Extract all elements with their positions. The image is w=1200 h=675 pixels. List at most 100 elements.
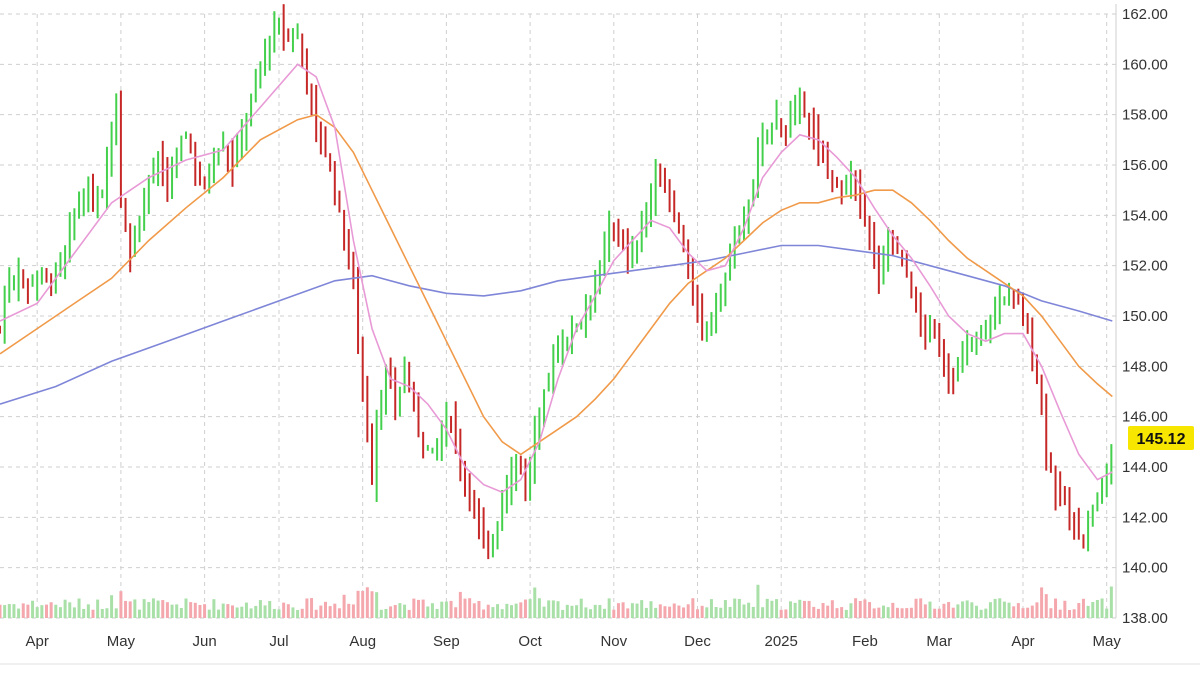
volume-bar bbox=[82, 608, 86, 618]
volume-bar bbox=[854, 598, 858, 618]
volume-bar bbox=[477, 600, 481, 618]
volume-bar bbox=[379, 609, 383, 618]
volume-bar bbox=[714, 607, 718, 618]
volume-bar bbox=[58, 607, 62, 618]
volume-bar bbox=[1016, 603, 1020, 618]
volume-bar bbox=[858, 600, 862, 618]
last-price-label: 145.12 bbox=[1137, 431, 1186, 448]
volume-bar bbox=[351, 604, 355, 618]
volume-bar bbox=[663, 606, 667, 618]
volume-bar bbox=[1021, 608, 1025, 618]
moving-average-fast-line bbox=[0, 63, 1113, 494]
volume-bar bbox=[533, 587, 537, 618]
x-tick-label: Mar bbox=[926, 633, 952, 650]
y-tick-label: 152.00 bbox=[1122, 258, 1168, 275]
volume-bar bbox=[882, 605, 885, 618]
volume-bar bbox=[133, 599, 137, 618]
volume-bar bbox=[235, 607, 239, 618]
volume-bar bbox=[519, 602, 523, 618]
volume-bar bbox=[1012, 606, 1016, 618]
volume-bar bbox=[565, 604, 569, 618]
volume-bar bbox=[705, 607, 709, 618]
y-tick-label: 156.00 bbox=[1122, 157, 1168, 174]
volume-bar bbox=[970, 602, 974, 618]
x-tick-label: May bbox=[1093, 633, 1122, 650]
volume-bar bbox=[654, 607, 658, 618]
volume-bar bbox=[909, 607, 913, 618]
volume-bar bbox=[110, 595, 114, 618]
volume-bar bbox=[403, 604, 407, 618]
volume-bar bbox=[375, 592, 379, 618]
volume-bar bbox=[579, 598, 583, 618]
volume-bar bbox=[496, 604, 500, 618]
volume-bar bbox=[7, 604, 11, 618]
volume-bar bbox=[3, 605, 7, 618]
volume-bar bbox=[1086, 605, 1090, 618]
volume-bar bbox=[310, 598, 314, 618]
volume-bar bbox=[877, 607, 881, 618]
x-tick-label: Apr bbox=[26, 633, 49, 650]
volume-bar bbox=[193, 602, 197, 618]
x-tick-label: Dec bbox=[684, 633, 711, 650]
y-tick-label: 148.00 bbox=[1122, 358, 1168, 375]
x-tick-label: Aug bbox=[349, 633, 376, 650]
volume-bar bbox=[900, 608, 904, 618]
volume-bar bbox=[244, 602, 248, 618]
volume-bar bbox=[184, 598, 188, 618]
volume-bar bbox=[719, 607, 723, 618]
volume-bar bbox=[751, 606, 755, 618]
volume-bar bbox=[240, 606, 244, 618]
volume-bar bbox=[635, 603, 639, 618]
volume-bar bbox=[291, 607, 295, 618]
volume-bar bbox=[737, 598, 741, 618]
volume-bar bbox=[417, 599, 420, 618]
volume-bar bbox=[1035, 602, 1039, 618]
volume-bar bbox=[161, 600, 165, 618]
volume-bar bbox=[793, 602, 797, 618]
volume-bar bbox=[226, 604, 230, 618]
volume-bar bbox=[486, 604, 490, 618]
moving-average-slow-line bbox=[0, 244, 1113, 405]
volume-bar bbox=[779, 609, 783, 618]
volume-bar bbox=[1002, 601, 1006, 618]
volume-bar bbox=[175, 604, 179, 618]
volume-bar bbox=[170, 604, 174, 618]
volume-bar bbox=[1063, 600, 1067, 618]
volume-bar bbox=[156, 600, 160, 618]
volume-bar bbox=[49, 602, 53, 618]
volume-bar bbox=[1095, 599, 1099, 618]
volume-bar bbox=[640, 600, 644, 618]
volume-bar bbox=[547, 600, 551, 618]
volume-bar bbox=[0, 604, 2, 618]
y-tick-label: 144.00 bbox=[1122, 459, 1168, 476]
volume-bar bbox=[249, 608, 253, 618]
volume-bar bbox=[728, 606, 732, 618]
volume-bar bbox=[672, 603, 676, 618]
volume-bar bbox=[868, 602, 872, 618]
volume-bar bbox=[784, 609, 788, 618]
volume-bar bbox=[975, 605, 978, 618]
volume-bar bbox=[77, 598, 81, 618]
volume-bar bbox=[621, 602, 625, 618]
y-tick-label: 150.00 bbox=[1122, 308, 1168, 325]
y-tick-label: 142.00 bbox=[1122, 509, 1168, 526]
volume-bar bbox=[668, 606, 672, 618]
volume-bar bbox=[17, 608, 21, 618]
volume-bar bbox=[300, 608, 304, 618]
volume-bar bbox=[1044, 594, 1048, 618]
volume-bar bbox=[272, 608, 276, 618]
volume-bar bbox=[114, 608, 118, 618]
volume-bar bbox=[100, 609, 104, 618]
volume-bar bbox=[775, 599, 779, 618]
volume-bar bbox=[849, 603, 853, 618]
volume-bar bbox=[835, 608, 839, 618]
volume-bar bbox=[937, 608, 941, 618]
volume-bar bbox=[742, 604, 746, 618]
volume-bar bbox=[830, 600, 834, 618]
volume-bar bbox=[709, 599, 713, 618]
volume-bar bbox=[928, 601, 932, 618]
volume-bar bbox=[444, 601, 448, 618]
volume-bar bbox=[826, 605, 830, 618]
volume-bar bbox=[561, 609, 565, 618]
